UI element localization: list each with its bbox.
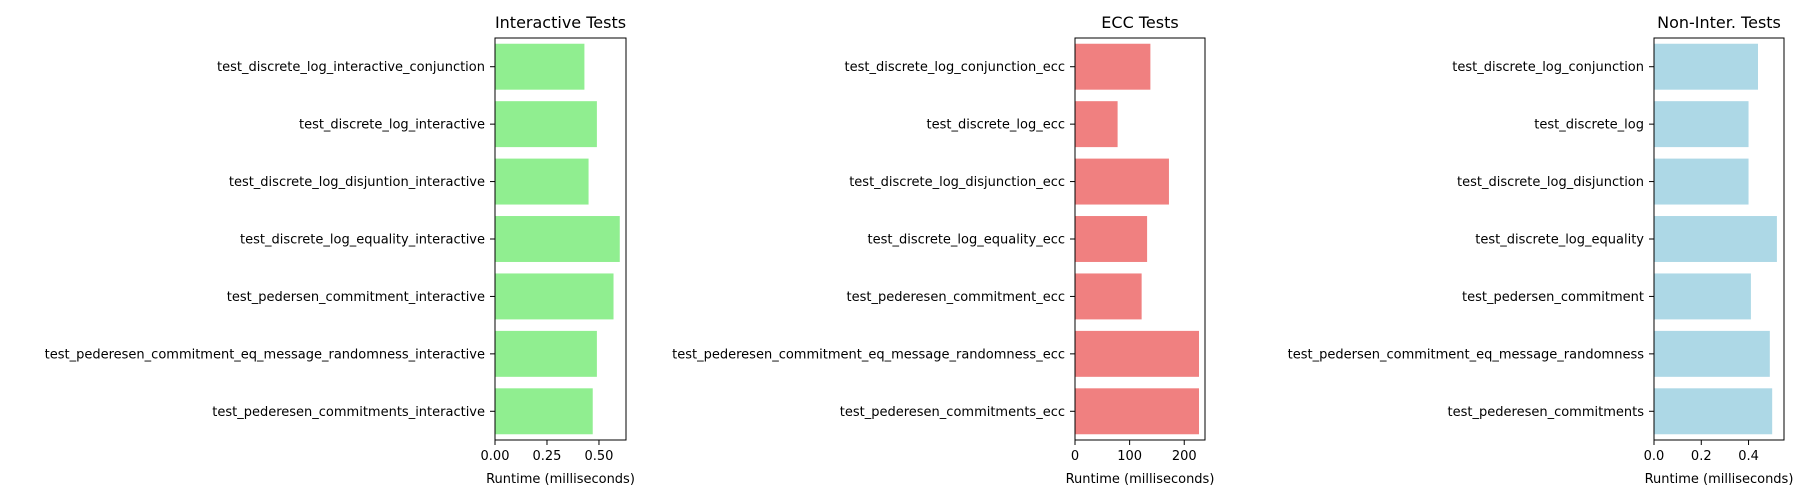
bar: [1654, 330, 1770, 377]
bar: [1654, 388, 1773, 435]
bar: [495, 216, 620, 262]
bar: [1654, 101, 1749, 148]
x-tick-label: 100: [1117, 449, 1142, 464]
bar: [1075, 43, 1151, 90]
axes-frame: [1074, 37, 1206, 441]
y-tick-label: test_pederesen_commitment_eq_message_ran…: [45, 347, 485, 362]
x-tick-label: 0: [1071, 449, 1079, 464]
bar: [1654, 158, 1749, 205]
x-tick-label: 0.00: [481, 449, 510, 464]
x-axis-label: Runtime (milliseconds): [486, 472, 635, 487]
y-tick-label: test_discrete_log_disjunction: [1457, 175, 1644, 190]
y-tick-label: test_discrete_log_equality_interactive: [240, 233, 485, 248]
axes-frame: [494, 37, 627, 441]
axes-frame: [1653, 37, 1785, 441]
y-tick-label: test_pedersen_commitment: [1462, 290, 1644, 305]
bar: [495, 158, 589, 205]
bar: [1075, 101, 1118, 148]
x-tick-label: 0.50: [584, 449, 613, 464]
bar: [1654, 216, 1777, 262]
subplot-interactive-tests: Interactive Tests Runtime (milliseconds)…: [45, 13, 635, 487]
y-tick-label: test_discrete_log_interactive_conjunctio…: [217, 60, 485, 75]
y-tick-label: test_discrete_log_ecc: [926, 118, 1065, 133]
y-tick-label: test_pederesen_commitments_ecc: [840, 405, 1065, 420]
bar: [495, 330, 597, 377]
bar: [1654, 273, 1751, 320]
y-tick-label: test_pederesen_commitments_interactive: [212, 405, 485, 420]
y-tick-label: test_discrete_log_disjunction_ecc: [849, 175, 1065, 190]
subplot-ecc-tests: ECC Tests Runtime (milliseconds) test_di…: [672, 13, 1214, 487]
bar: [1075, 216, 1148, 262]
x-tick-label: 200: [1172, 449, 1197, 464]
bar: [1075, 273, 1142, 320]
bar: [1075, 158, 1169, 205]
y-tick-label: test_pedersen_commitment_interactive: [227, 290, 485, 305]
chart-title: ECC Tests: [1101, 13, 1178, 32]
x-tick-label: 0.0: [1644, 449, 1665, 464]
bar: [495, 273, 614, 320]
bar: [1075, 388, 1199, 435]
y-tick-label: test_discrete_log_equality_ecc: [868, 233, 1065, 248]
y-tick-label: test_pedersen_commitment_eq_message_rand…: [1288, 347, 1645, 362]
y-tick-label: test_discrete_log_conjunction_ecc: [845, 60, 1066, 75]
y-tick-label: test_pederesen_commitment_eq_message_ran…: [672, 347, 1065, 362]
subplot-non-inter-tests: Non-Inter. Tests Runtime (milliseconds) …: [1288, 13, 1794, 487]
chart-title: Non-Inter. Tests: [1657, 13, 1781, 32]
y-tick-label: test_pederesen_commitments: [1448, 405, 1645, 420]
x-axis-label: Runtime (milliseconds): [1645, 472, 1794, 487]
x-tick-label: 0.2: [1691, 449, 1712, 464]
bar: [495, 101, 597, 148]
y-tick-label: test_discrete_log_equality: [1475, 233, 1644, 248]
x-tick-label: 0.25: [533, 449, 562, 464]
x-axis-label: Runtime (milliseconds): [1066, 472, 1215, 487]
bar: [495, 388, 593, 435]
chart-title: Interactive Tests: [495, 13, 626, 32]
y-tick-label: test_pederesen_commitment_ecc: [847, 290, 1065, 305]
y-tick-label: test_discrete_log: [1534, 118, 1644, 133]
x-tick-label: 0.4: [1738, 449, 1759, 464]
bar: [1654, 43, 1758, 90]
y-tick-label: test_discrete_log_interactive: [299, 118, 485, 133]
bar: [1075, 330, 1199, 377]
y-tick-label: test_discrete_log_disjuntion_interactive: [229, 175, 485, 190]
bar: [495, 43, 585, 90]
y-tick-label: test_discrete_log_conjunction: [1452, 60, 1644, 75]
